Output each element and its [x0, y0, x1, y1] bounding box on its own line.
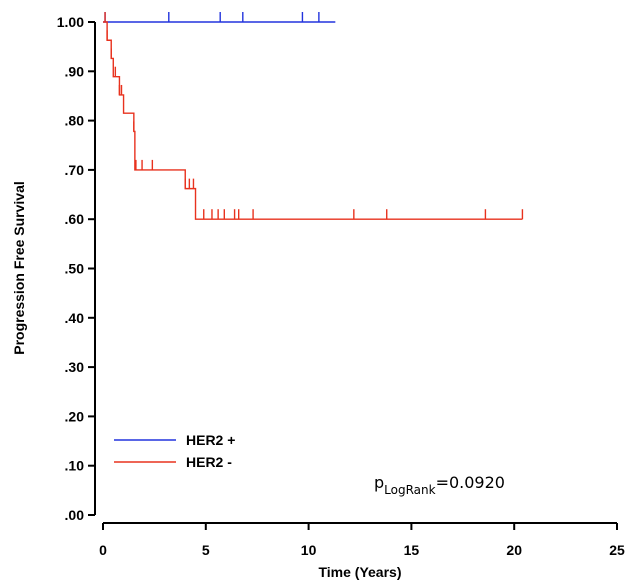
legend-label-her2-neg: HER2 -: [186, 454, 232, 470]
survival-curve-her2-neg: [103, 21, 523, 220]
y-axis: .00 .10 .20 .30 .40 .50 .60 .70 .80 .90 1.00: [57, 14, 96, 523]
y-tick-label: .30: [65, 359, 85, 375]
x-tick-label: 10: [301, 542, 317, 558]
y-tick-label: .90: [65, 63, 85, 79]
x-tick-label: 20: [506, 542, 522, 558]
x-axis-title: Time (Years): [318, 564, 401, 580]
legend-label-her2-pos: HER2 +: [186, 432, 235, 448]
y-tick-label: .40: [65, 310, 85, 326]
p-value-subscript: LogRank: [384, 483, 435, 497]
y-tick-label: .70: [65, 162, 85, 178]
y-tick-label: .80: [65, 113, 85, 129]
x-tick-label: 15: [404, 542, 420, 558]
x-axis: 0 5 10 15 20 25: [99, 522, 625, 558]
y-tick-label: .20: [65, 408, 85, 424]
x-tick-label: 5: [202, 542, 210, 558]
y-tick-label: .60: [65, 211, 85, 227]
legend: HER2 + HER2 -: [114, 432, 235, 470]
y-tick-label: 1.00: [57, 14, 84, 30]
p-value-suffix: =0.0920: [436, 473, 505, 492]
x-tick-label: 0: [99, 542, 107, 558]
y-tick-label: .10: [65, 458, 85, 474]
p-value-prefix: p: [374, 473, 384, 492]
y-axis-title: Progression Free Survival: [11, 181, 27, 355]
x-tick-label: 25: [609, 542, 625, 558]
y-tick-label: .50: [65, 261, 85, 277]
y-tick-label: .00: [65, 507, 85, 523]
plot-area: [103, 12, 524, 220]
p-value-annotation: pLogRank=0.0920: [374, 473, 505, 497]
